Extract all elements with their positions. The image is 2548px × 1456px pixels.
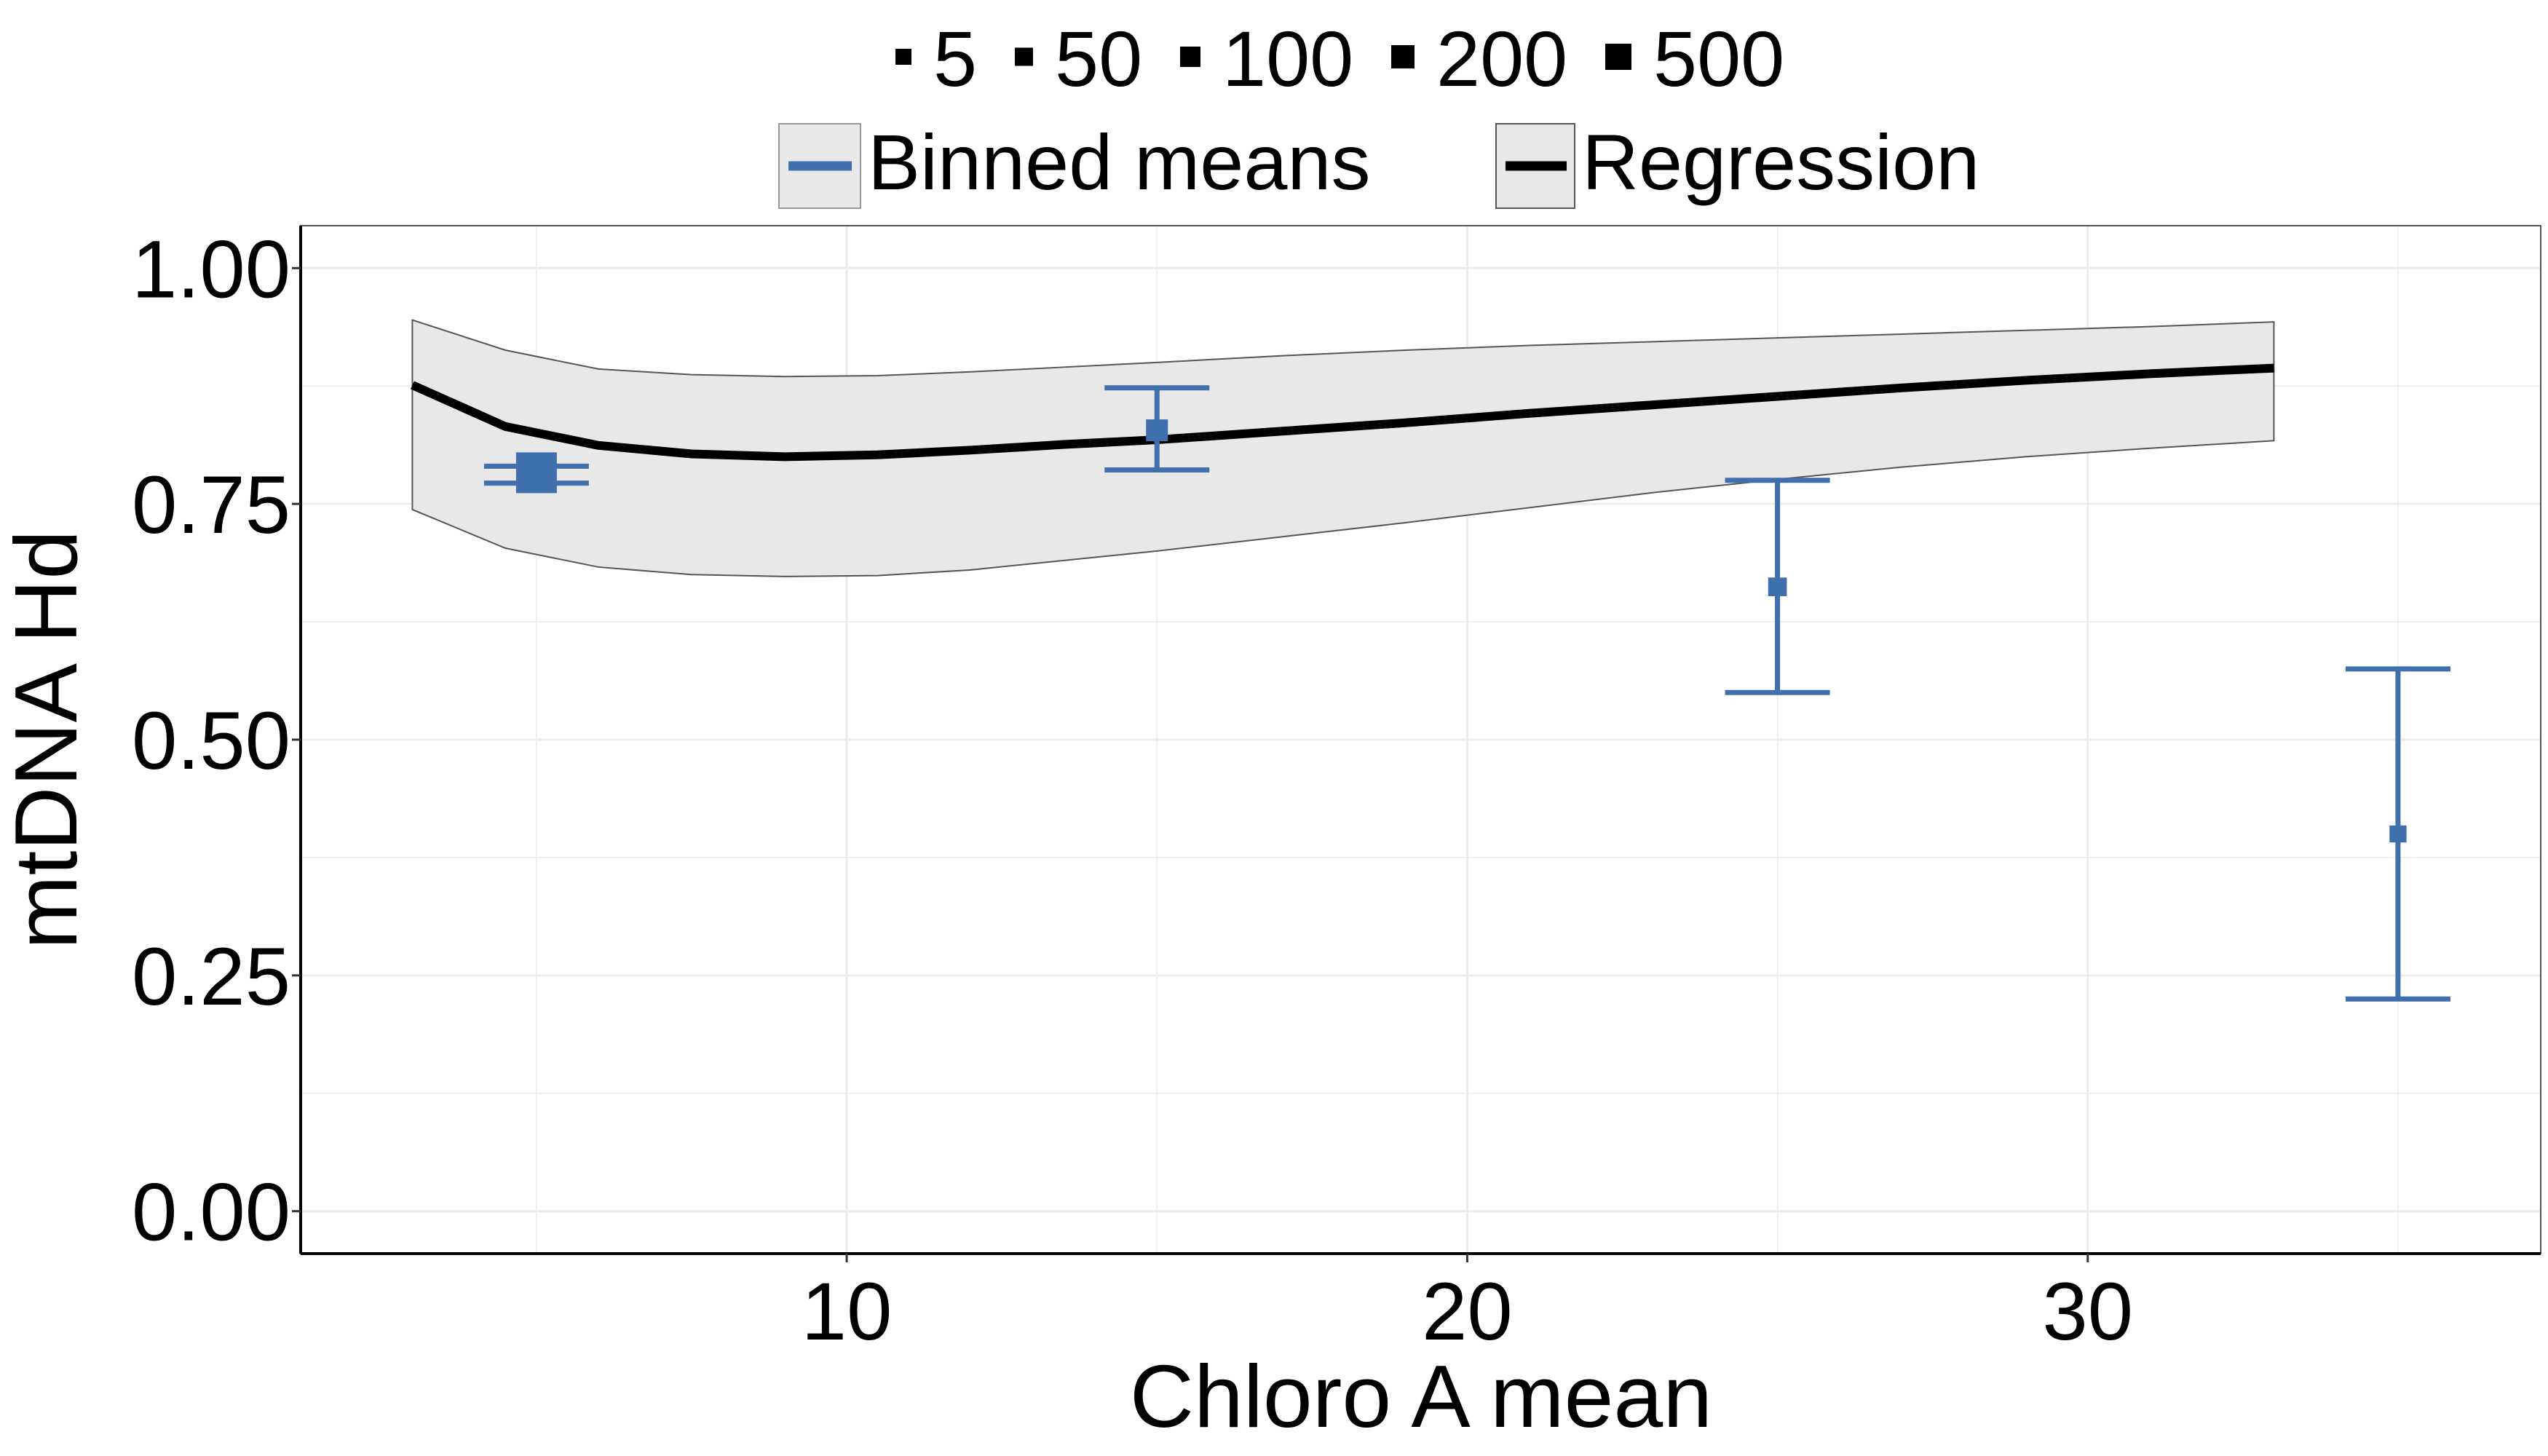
size-legend: 5 50 100 200 500 xyxy=(895,15,1784,103)
x-axis-ticks: 10 20 30 xyxy=(802,1254,2133,1357)
x-tick-label: 30 xyxy=(2042,1266,2133,1357)
mean-marker xyxy=(2389,825,2407,843)
plot-area xyxy=(299,225,2541,1255)
size-legend-label: 200 xyxy=(1436,15,1567,103)
y-tick-label: 0.25 xyxy=(132,931,290,1022)
legend-label-binned-means: Binned means xyxy=(868,118,1370,206)
x-tick-label: 20 xyxy=(1422,1266,1513,1357)
y-tick-label: 1.00 xyxy=(132,223,290,314)
size-legend-marker xyxy=(1605,44,1631,70)
y-axis-title: mtDNA Hd xyxy=(0,530,95,949)
regression-confidence-band xyxy=(411,319,2275,577)
size-legend-label: 5 xyxy=(933,15,977,103)
size-legend-label: 50 xyxy=(1055,15,1142,103)
mean-marker xyxy=(515,452,557,494)
size-legend-marker xyxy=(1015,47,1033,66)
y-axis-ticks: 0.00 0.25 0.50 0.75 1.00 xyxy=(132,223,301,1258)
y-tick-label: 0.50 xyxy=(132,695,290,786)
y-tick-label: 0.75 xyxy=(132,459,290,550)
size-legend-marker xyxy=(895,49,911,65)
size-legend-label: 100 xyxy=(1222,15,1353,103)
binned-mean-point xyxy=(2345,666,2450,1002)
size-legend-marker xyxy=(1391,45,1415,68)
binned-mean-point xyxy=(483,452,589,494)
size-legend-label: 500 xyxy=(1653,15,1784,103)
legend: 5 50 100 200 500 Binned means Regression xyxy=(778,15,1979,209)
legend-entry-regression: Regression xyxy=(1495,118,1979,209)
legend-entry-binned-means: Binned means xyxy=(778,118,1370,209)
mean-marker xyxy=(1768,577,1787,596)
regression-line xyxy=(410,363,2274,462)
x-axis-title: Chloro A mean xyxy=(1130,1347,1712,1446)
size-legend-marker xyxy=(1180,47,1200,67)
mean-marker xyxy=(1146,419,1168,442)
binned-means xyxy=(483,385,2450,1002)
legend-label-regression: Regression xyxy=(1582,118,1979,206)
x-tick-label: 10 xyxy=(802,1266,893,1357)
y-tick-label: 0.00 xyxy=(132,1167,290,1258)
binned-mean-point xyxy=(1104,385,1210,473)
binned-mean-point xyxy=(1725,478,1830,695)
